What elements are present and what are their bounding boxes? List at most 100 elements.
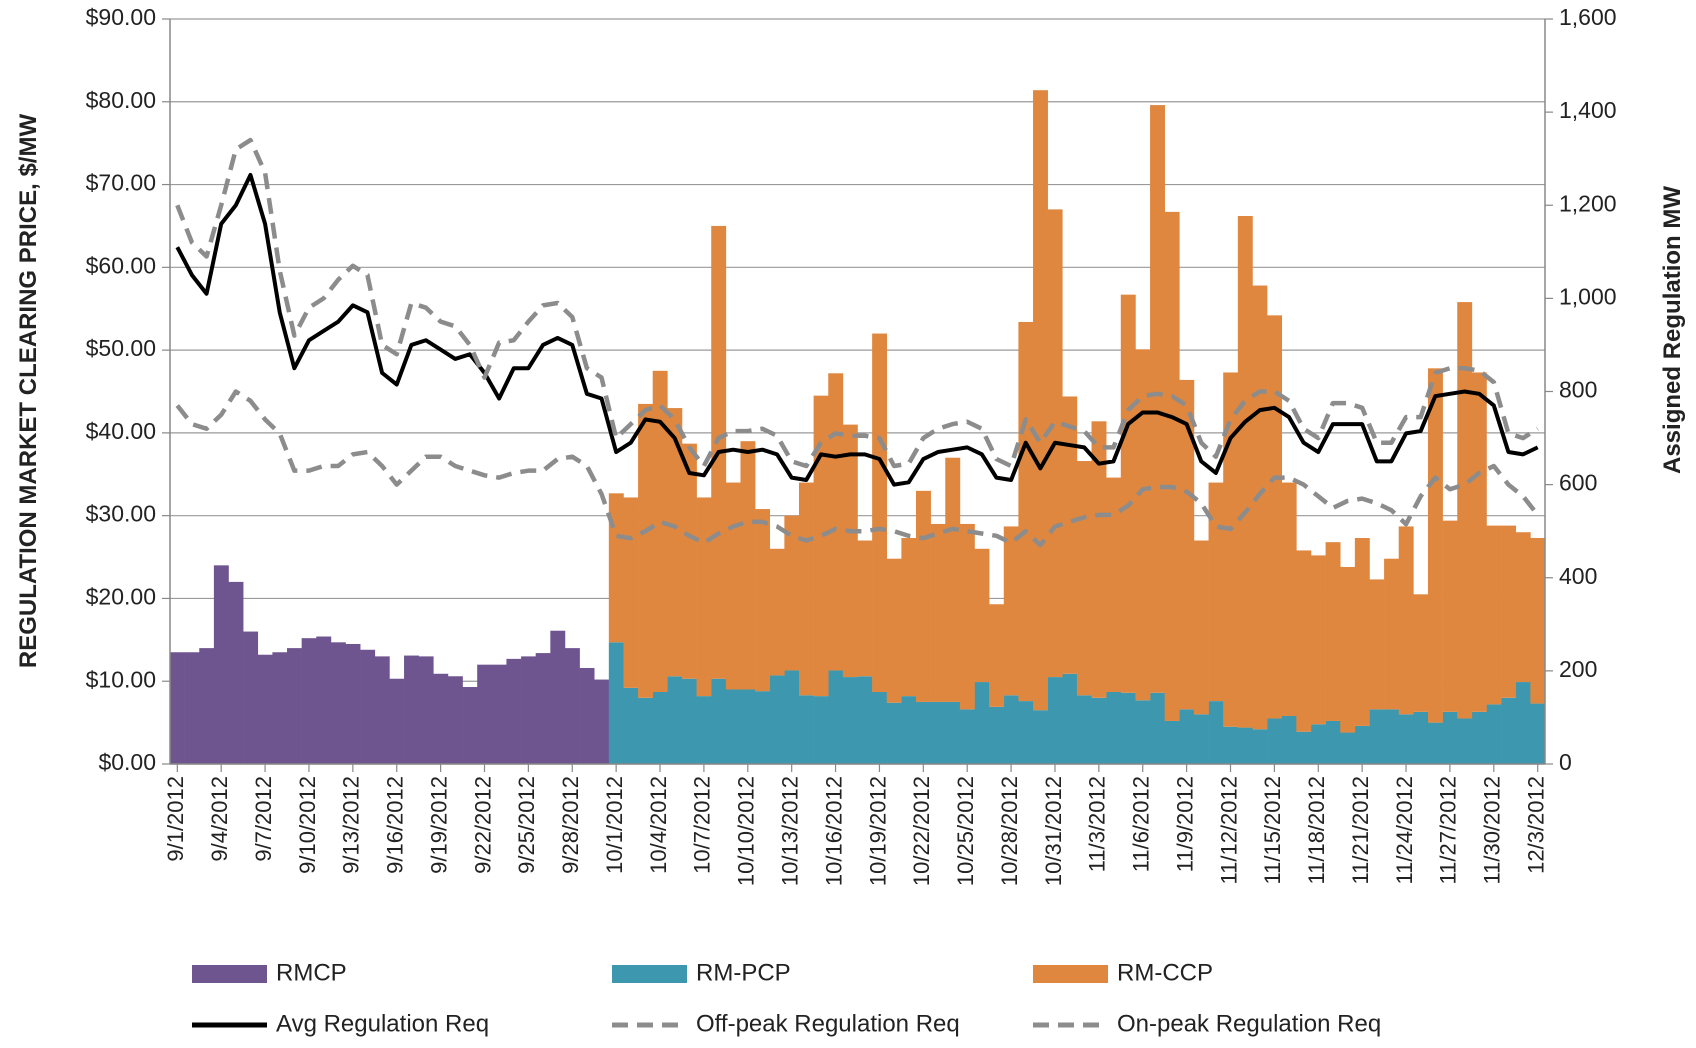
bar (842, 424, 858, 678)
legend-label: RM-PCP (696, 959, 791, 986)
bar (916, 490, 931, 702)
bar (1135, 700, 1151, 764)
y2-tick-label: 1,400 (1559, 97, 1617, 123)
bar (1179, 709, 1195, 764)
bar (930, 701, 946, 764)
bar (1208, 701, 1224, 764)
bar (184, 652, 200, 764)
x-tick-label: 11/12/2012 (1216, 776, 1241, 884)
bar (462, 687, 478, 764)
y-tick-label: $0.00 (98, 749, 156, 775)
bar (696, 497, 712, 697)
y-tick-label: $70.00 (86, 170, 156, 196)
bar (1413, 594, 1429, 712)
bar (594, 679, 610, 764)
bar (1164, 211, 1180, 721)
bar (1003, 695, 1019, 764)
y2-tick-label: 800 (1559, 377, 1597, 403)
bar (1047, 677, 1063, 764)
bar (1442, 520, 1458, 712)
bar (638, 697, 654, 764)
bar (755, 691, 771, 764)
y-tick-label: $80.00 (86, 87, 156, 113)
y2-tick-label: 1,600 (1559, 4, 1617, 30)
bar (769, 548, 785, 676)
x-tick-label: 11/15/2012 (1260, 776, 1285, 884)
bar (1091, 421, 1107, 698)
bar (579, 667, 595, 764)
bar (1150, 692, 1165, 764)
bar (945, 701, 961, 764)
x-tick-label: 10/19/2012 (865, 776, 890, 886)
bar (1296, 550, 1312, 732)
bar (916, 701, 931, 764)
bar (257, 654, 273, 764)
bar (930, 523, 946, 702)
bar (1457, 718, 1473, 764)
x-tick-label: 9/22/2012 (470, 776, 495, 874)
bar (1003, 526, 1019, 696)
bar (1471, 711, 1487, 764)
y2-tick-label: 600 (1559, 470, 1597, 496)
bar (886, 558, 902, 703)
bar (1384, 709, 1400, 764)
y2-axis-title: Assigned Regulation MW (1659, 186, 1686, 474)
bar (769, 675, 785, 764)
y2-tick-label: 200 (1559, 656, 1597, 682)
bar (1018, 701, 1034, 764)
bar (828, 670, 844, 764)
bar (798, 482, 814, 696)
x-tick-label: 10/25/2012 (953, 776, 978, 886)
bar (1501, 525, 1517, 698)
bar (901, 538, 917, 697)
bar (1486, 704, 1502, 764)
bar (228, 581, 244, 764)
bar (784, 670, 800, 764)
x-tick-label: 10/22/2012 (909, 776, 934, 886)
bar (1310, 555, 1326, 725)
bar (506, 658, 522, 764)
axes: $0.00 $10.00 $20.00 $30.00 $40.00 $50.00 $60.0… (86, 4, 1617, 886)
y-tick-label: $50.00 (86, 335, 156, 361)
line (175, 172, 1539, 487)
bar (1267, 315, 1283, 719)
x-tick-label: 9/25/2012 (514, 776, 539, 874)
lines (175, 137, 1540, 548)
bar (681, 678, 697, 764)
x-tick-label: 11/30/2012 (1480, 776, 1505, 884)
bar (857, 676, 873, 764)
bars (170, 90, 1546, 764)
bar (1120, 294, 1136, 693)
bar (1457, 302, 1473, 719)
bar (374, 656, 390, 764)
x-tick-label: 9/4/2012 (207, 776, 232, 862)
bar (857, 540, 873, 677)
legend-label: Off-peak Regulation Req (696, 1010, 960, 1037)
bar (1252, 729, 1268, 764)
bar (213, 565, 229, 764)
bar (1413, 711, 1429, 764)
x-tick-label: 10/10/2012 (734, 776, 759, 886)
x-tick-label: 9/7/2012 (251, 776, 276, 862)
bar (1340, 566, 1356, 733)
bar (1340, 732, 1356, 764)
bar (1120, 692, 1136, 764)
bar (842, 677, 858, 764)
y-tick-label: $40.00 (86, 418, 156, 444)
bar (638, 403, 654, 698)
bar (389, 678, 405, 764)
bar (1106, 477, 1122, 692)
legend-swatch (612, 965, 687, 983)
bar (491, 664, 507, 764)
y-tick-label: $10.00 (86, 666, 156, 692)
bar (1179, 379, 1195, 710)
bar (1384, 558, 1400, 710)
bar (696, 696, 712, 764)
bar (550, 630, 566, 764)
bar (740, 689, 756, 764)
x-tick-label: 10/7/2012 (690, 776, 715, 874)
bar (316, 636, 332, 764)
bar (974, 682, 990, 764)
bar (1062, 673, 1078, 764)
